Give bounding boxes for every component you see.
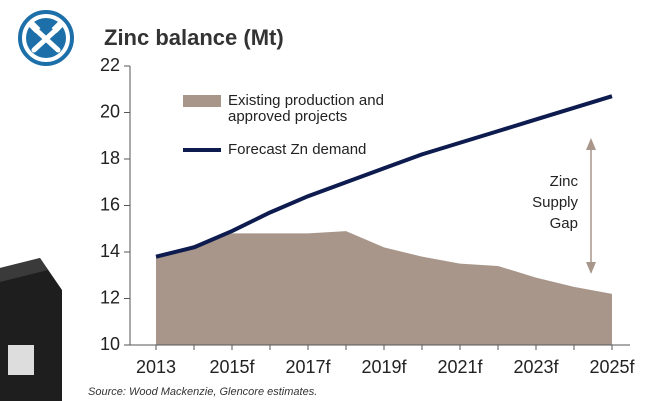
chart-title: Zinc balance (Mt) bbox=[104, 25, 284, 50]
annotation: Gap bbox=[550, 215, 578, 232]
y-tick-label: 16 bbox=[100, 194, 120, 214]
annotation: Zinc bbox=[550, 173, 579, 190]
x-tick-label: 2013 bbox=[136, 357, 176, 377]
line bbox=[155, 94, 613, 259]
photo-fragment bbox=[0, 258, 62, 401]
x-tick-label: 2017f bbox=[285, 357, 331, 377]
gap-arrow-head bbox=[586, 262, 596, 274]
x-tick-label: 2023f bbox=[513, 357, 559, 377]
logo bbox=[18, 10, 74, 66]
annotation: Supply bbox=[532, 194, 578, 211]
y-tick-label: 12 bbox=[100, 287, 120, 307]
legend-label: Existing production and approved project… bbox=[228, 92, 384, 125]
x-tick-label: 2025f bbox=[589, 357, 635, 377]
legend-label: Forecast Zn demand bbox=[228, 141, 367, 158]
x-tick-label: 2015f bbox=[209, 357, 255, 377]
area bbox=[156, 231, 612, 345]
y-tick-label: 22 bbox=[100, 55, 120, 75]
x-tick-label: 2019f bbox=[361, 357, 407, 377]
y-tick-label: 10 bbox=[100, 334, 120, 354]
x-tick-label: 2021f bbox=[437, 357, 483, 377]
y-tick-label: 20 bbox=[100, 101, 120, 121]
y-tick-label: 18 bbox=[100, 148, 120, 168]
y-tick-label: 14 bbox=[100, 241, 120, 261]
source-note: Source: Wood Mackenzie, Glencore estimat… bbox=[88, 386, 317, 398]
legend-swatch bbox=[183, 95, 221, 107]
gap-arrow-head bbox=[586, 138, 596, 150]
